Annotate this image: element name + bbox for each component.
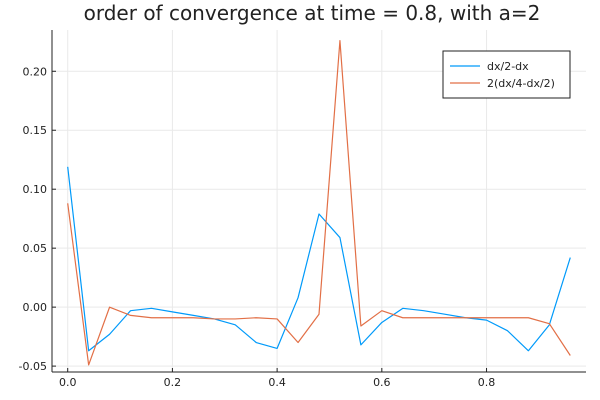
x-tick-label: 0.6: [373, 376, 391, 389]
legend: dx/2-dx 2(dx/4-dx/2): [442, 50, 571, 99]
legend-label-1: dx/2-dx: [487, 60, 529, 73]
x-tick-label: 0.2: [164, 376, 182, 389]
legend-box: [442, 50, 571, 99]
y-tick-label: 0.00: [23, 301, 48, 314]
series-line-2: [67, 40, 571, 366]
chart-title: order of convergence at time = 0.8, with…: [84, 1, 541, 25]
grid: [52, 30, 586, 372]
y-tick-label: -0.05: [19, 360, 47, 373]
axes: 0.0 0.2 0.4 0.6 0.8 -0.05 0.00 0.05 0.10 0.15 0.20: [19, 30, 586, 389]
x-tick-label: 0.4: [268, 376, 286, 389]
series-line-1: [67, 166, 571, 352]
x-tick-label: 0.8: [478, 376, 496, 389]
y-tick-label: 0.15: [23, 124, 48, 137]
legend-label-2: 2(dx/4-dx/2): [487, 77, 555, 90]
y-tick-label: 0.05: [23, 242, 48, 255]
y-tick-label: 0.10: [23, 183, 48, 196]
series-lines: [67, 40, 571, 366]
x-tick-label: 0.0: [59, 376, 77, 389]
y-tick-label: 0.20: [23, 65, 48, 78]
